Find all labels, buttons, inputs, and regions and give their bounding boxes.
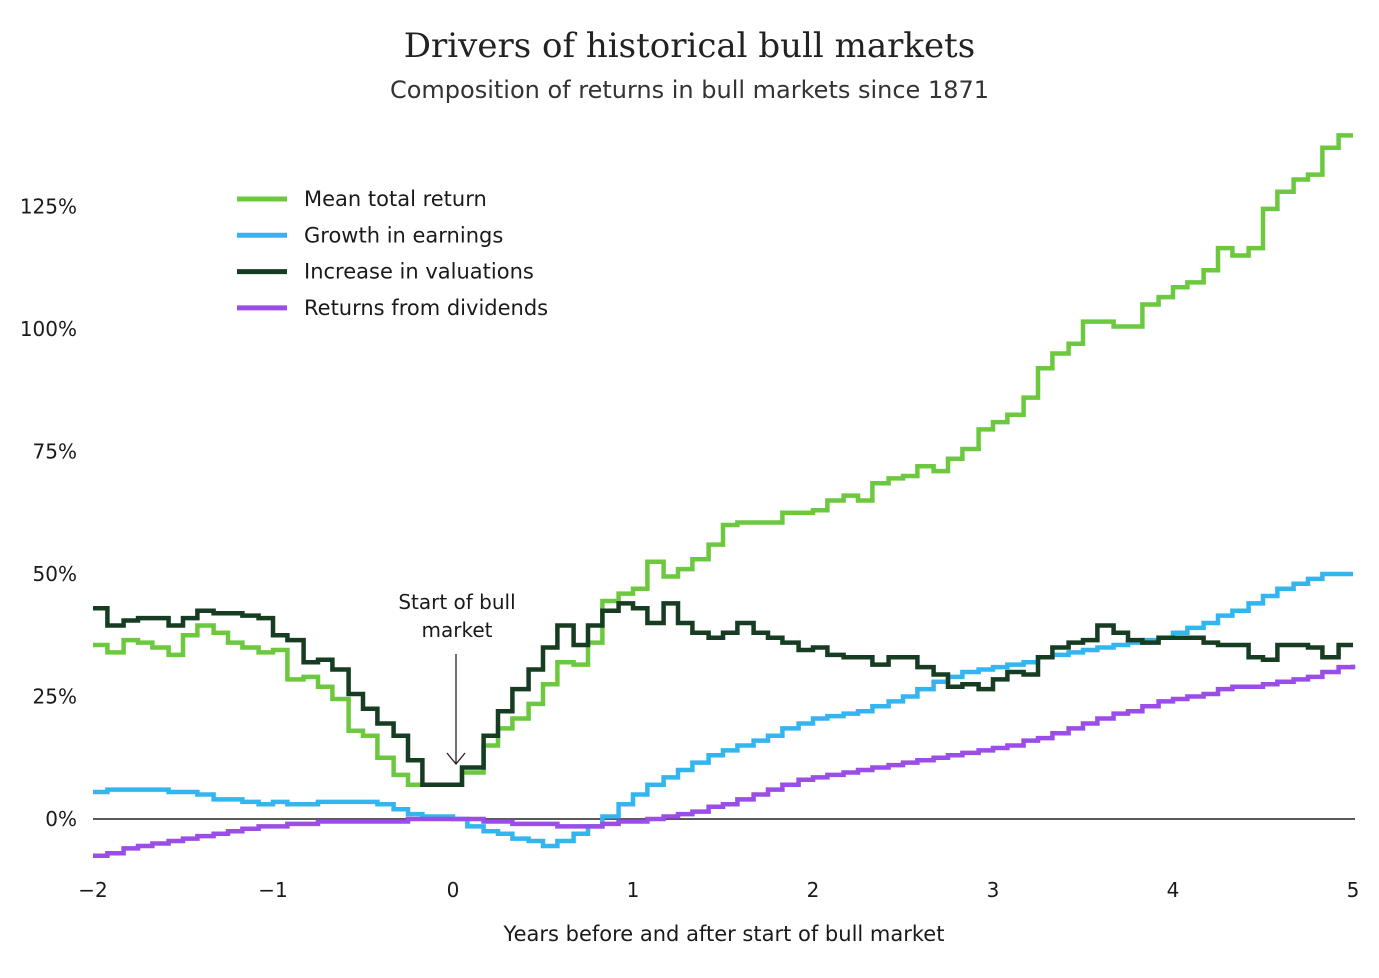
y-tick-label: 125% <box>20 195 77 219</box>
legend-label: Growth in earnings <box>304 223 503 247</box>
y-tick-label: 75% <box>33 440 77 464</box>
annotation-line2: market <box>422 618 493 642</box>
chart-title: Drivers of historical bull markets <box>403 26 976 66</box>
annotation-line1: Start of bull <box>398 590 515 614</box>
x-tick-label: −1 <box>258 878 287 902</box>
series-line-increase-in-valuations <box>93 601 1353 787</box>
x-tick-label: 4 <box>1167 878 1180 902</box>
x-tick-label: 3 <box>987 878 1000 902</box>
y-tick-label: 25% <box>33 685 77 709</box>
x-tick-label: 0 <box>447 878 460 902</box>
x-tick-label: 1 <box>627 878 640 902</box>
x-axis-label: Years before and after start of bull mar… <box>503 922 945 946</box>
legend-label: Increase in valuations <box>304 260 534 284</box>
annotation-arrow-head <box>446 752 466 766</box>
legend-label: Mean total return <box>304 187 487 211</box>
x-tick-label: 2 <box>807 878 820 902</box>
y-tick-label: 100% <box>20 317 77 341</box>
x-tick-label: 5 <box>1347 878 1360 902</box>
series-line-returns-from-dividends <box>93 664 1356 859</box>
series-line-mean-total-return <box>93 133 1353 787</box>
y-tick-label: 50% <box>33 562 77 586</box>
y-tick-label: 0% <box>45 807 77 831</box>
legend-label: Returns from dividends <box>304 296 548 320</box>
x-tick-label: −2 <box>78 878 107 902</box>
chart-subtitle: Composition of returns in bull markets s… <box>389 76 990 104</box>
